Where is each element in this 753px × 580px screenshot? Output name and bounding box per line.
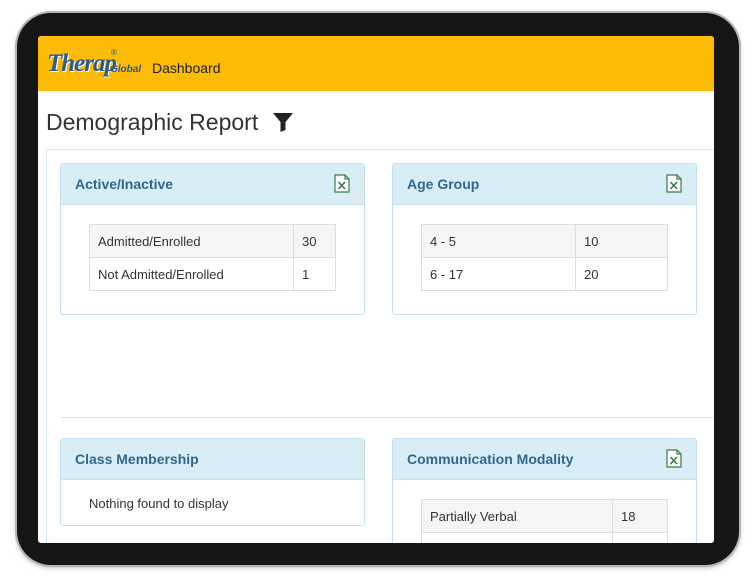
app-screen: Therap ® Global Dashboard Demographic Re… — [38, 36, 714, 543]
age-group-table: 4 - 5 10 6 - 17 20 — [421, 224, 668, 291]
top-navbar: Therap ® Global Dashboard — [38, 36, 714, 91]
table-cell-value: 1 — [293, 257, 336, 291]
filter-icon[interactable] — [272, 111, 294, 133]
report-content-area — [46, 149, 714, 543]
logo-text: Therap — [47, 50, 117, 77]
panel-title: Class Membership — [75, 451, 199, 467]
nav-dashboard-link[interactable]: Dashboard — [152, 60, 221, 76]
excel-export-icon[interactable] — [666, 449, 682, 468]
logo-subtext: Global — [110, 64, 142, 75]
logo-registered-mark: ® — [111, 48, 117, 57]
panel-title: Communication Modality — [407, 451, 574, 467]
active-inactive-table: Admitted/Enrolled 30 Not Admitted/Enroll… — [89, 224, 336, 291]
page-title: Demographic Report — [46, 109, 259, 135]
table-cell-label: Not Admitted/Enrolled — [89, 257, 294, 291]
panel-active-inactive: Active/Inactive Admitted/Enrolled 30 Not… — [60, 163, 365, 315]
table-cell-label: Partially Verbal — [421, 499, 613, 533]
table-cell-value: 18 — [612, 499, 668, 533]
panel-header: Class Membership — [61, 439, 364, 480]
table-cell-label: 6 - 17 — [421, 257, 576, 291]
section-divider — [60, 417, 714, 418]
panel-header: Age Group — [393, 164, 696, 205]
table-cell-value: 30 — [293, 224, 336, 258]
panel-age-group: Age Group 4 - 5 10 6 - 17 20 — [392, 163, 697, 315]
table-cell-value: 20 — [575, 257, 668, 291]
table-row: Partially Verbal 18 — [421, 499, 668, 533]
table-cell-label: Admitted/Enrolled — [89, 224, 294, 258]
panel-class-membership: Class Membership Nothing found to displa… — [60, 438, 365, 526]
panel-title: Age Group — [407, 176, 480, 192]
empty-message: Nothing found to display — [89, 496, 229, 511]
table-row: 6 - 17 20 — [421, 257, 668, 291]
therap-logo[interactable]: Therap ® Global — [47, 48, 141, 78]
table-row — [421, 532, 668, 543]
table-cell-label — [421, 532, 613, 543]
panel-communication-modality: Communication Modality Partially Verbal … — [392, 438, 697, 543]
excel-export-icon[interactable] — [334, 174, 350, 193]
table-cell-value: 10 — [575, 224, 668, 258]
panel-header: Communication Modality — [393, 439, 696, 480]
panel-title: Active/Inactive — [75, 176, 174, 192]
table-row: Admitted/Enrolled 30 — [89, 224, 336, 258]
excel-export-icon[interactable] — [666, 174, 682, 193]
table-row: Not Admitted/Enrolled 1 — [89, 257, 336, 291]
table-row: 4 - 5 10 — [421, 224, 668, 258]
communication-modality-table: Partially Verbal 18 — [421, 499, 668, 543]
table-cell-value — [612, 532, 668, 543]
panel-header: Active/Inactive — [61, 164, 364, 205]
table-cell-label: 4 - 5 — [421, 224, 576, 258]
